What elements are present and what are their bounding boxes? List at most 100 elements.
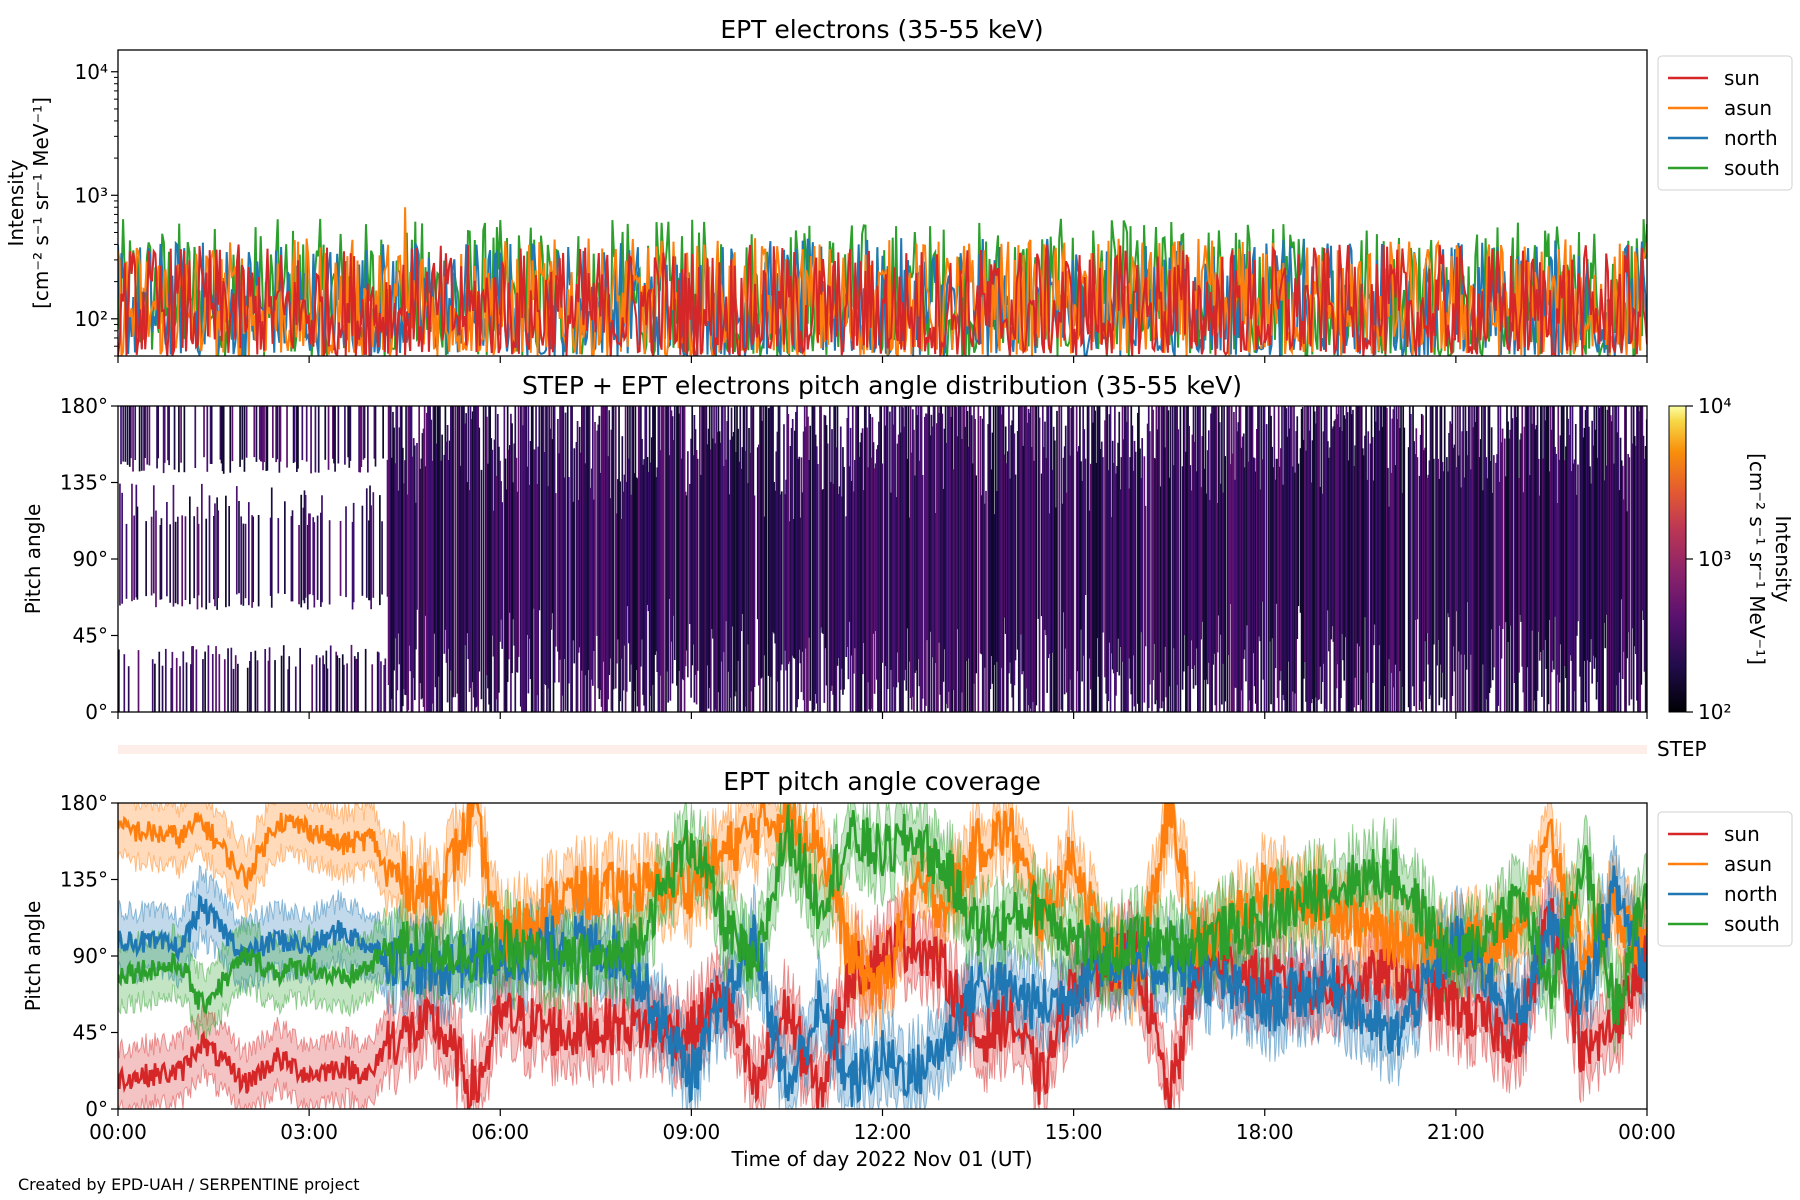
heatmap-cell	[853, 491, 855, 674]
heatmap-cell	[304, 495, 307, 598]
heatmap-cell	[1460, 487, 1462, 655]
heatmap-cell	[877, 445, 879, 712]
heatmap-cell	[1436, 406, 1438, 666]
heatmap-cell	[662, 406, 665, 712]
heatmap-cell	[1171, 406, 1174, 712]
heatmap-cell	[1397, 406, 1400, 712]
heatmap-cell	[155, 510, 157, 608]
heatmap-cell	[992, 406, 995, 712]
heatmap-cell	[1121, 406, 1124, 662]
heatmap-cell	[1124, 406, 1127, 712]
heatmap-cell	[1333, 420, 1336, 712]
heatmap-cell	[1044, 421, 1046, 630]
heatmap-cell	[1236, 431, 1239, 712]
heatmap-cell	[405, 406, 407, 696]
heatmap-cell	[806, 406, 808, 712]
heatmap-cell	[1598, 408, 1601, 712]
colorbar-tick-label: 10³	[1698, 547, 1731, 571]
heatmap-cell	[1109, 406, 1112, 712]
heatmap-cell	[831, 429, 833, 686]
heatmap-cell	[666, 406, 668, 672]
heatmap-cell	[610, 429, 613, 711]
heatmap-cell	[288, 656, 291, 712]
heatmap-cell	[300, 494, 303, 608]
heatmap-cell	[386, 459, 389, 597]
heatmap-cell	[717, 406, 720, 693]
heatmap-cell	[661, 406, 664, 712]
heatmap-cell	[1202, 406, 1205, 712]
heatmap-cell	[511, 423, 513, 674]
heatmap-cell	[931, 426, 934, 658]
heatmap-cell	[536, 484, 538, 696]
heatmap-cell	[604, 406, 606, 712]
heatmap-cell	[929, 435, 932, 632]
heatmap-cell	[1456, 406, 1459, 712]
heatmap-cell	[326, 668, 329, 712]
heatmap-cell	[648, 406, 651, 712]
heatmap-cell	[562, 406, 565, 712]
heatmap-cell	[381, 521, 383, 595]
heatmap-cell	[616, 513, 618, 664]
heatmap-cell	[1614, 406, 1616, 712]
heatmap-cell	[893, 406, 896, 712]
heatmap-cell	[802, 431, 805, 701]
heatmap-cell	[1141, 438, 1144, 712]
heatmap-cell	[1329, 447, 1331, 712]
heatmap-cell	[739, 406, 742, 712]
heatmap-cell	[1048, 513, 1051, 654]
heatmap-cell	[169, 524, 172, 603]
heatmap-cell	[229, 406, 232, 473]
heatmap-cell	[409, 406, 412, 672]
heatmap-cell	[451, 406, 453, 712]
heatmap-cell	[1144, 505, 1147, 647]
heatmap-cell	[1287, 406, 1290, 662]
heatmap-cell	[875, 449, 878, 680]
heatmap-cell	[1029, 406, 1032, 709]
heatmap-cell	[265, 406, 268, 471]
heatmap-cell	[921, 475, 924, 699]
heatmap-cell	[1010, 425, 1012, 684]
heatmap-cell	[885, 406, 888, 712]
heatmap-cell	[503, 406, 506, 712]
heatmap-cell	[1216, 503, 1219, 653]
heatmap-cell	[1245, 406, 1247, 682]
heatmap-cell	[1470, 469, 1472, 655]
heatmap-cell	[695, 450, 698, 705]
heatmap-cell	[797, 458, 799, 700]
heatmap-cell	[345, 506, 347, 598]
heatmap-cell	[387, 406, 390, 685]
heatmap-cell	[181, 515, 184, 607]
heatmap-cell	[572, 501, 575, 641]
y-tick-label: 10²	[75, 307, 108, 331]
heatmap-cell	[904, 406, 907, 670]
heatmap-cell	[958, 406, 961, 712]
heatmap-cell	[1119, 489, 1122, 647]
heatmap-cell	[1586, 406, 1589, 661]
heatmap-cell	[489, 406, 492, 712]
heatmap-cell	[1162, 406, 1164, 702]
heatmap-cell	[1425, 406, 1427, 712]
heatmap-cell	[1390, 472, 1393, 673]
heatmap-cell	[990, 469, 993, 656]
heatmap-cell	[377, 652, 380, 712]
heatmap-cell	[376, 651, 379, 712]
heatmap-cell	[712, 438, 714, 639]
heatmap-cell	[533, 449, 535, 609]
heatmap-cell	[676, 406, 678, 686]
heatmap-cell	[605, 406, 607, 712]
heatmap-cell	[1128, 488, 1130, 659]
heatmap-cell	[691, 406, 694, 666]
heatmap-cell	[1040, 473, 1043, 617]
y-tick-label: 180°	[60, 791, 108, 815]
heatmap-cell	[1325, 406, 1328, 712]
heatmap-cell	[771, 406, 773, 712]
heatmap-cell	[738, 461, 741, 712]
heatmap-cell	[1083, 429, 1086, 712]
heatmap-cell	[1385, 408, 1388, 712]
heatmap-cell	[1240, 447, 1243, 691]
heatmap-cell	[270, 487, 273, 608]
heatmap-cell	[867, 467, 869, 683]
heatmap-cell	[1383, 406, 1386, 687]
y-tick-label: 90°	[73, 944, 108, 968]
heatmap-cell	[937, 406, 939, 712]
